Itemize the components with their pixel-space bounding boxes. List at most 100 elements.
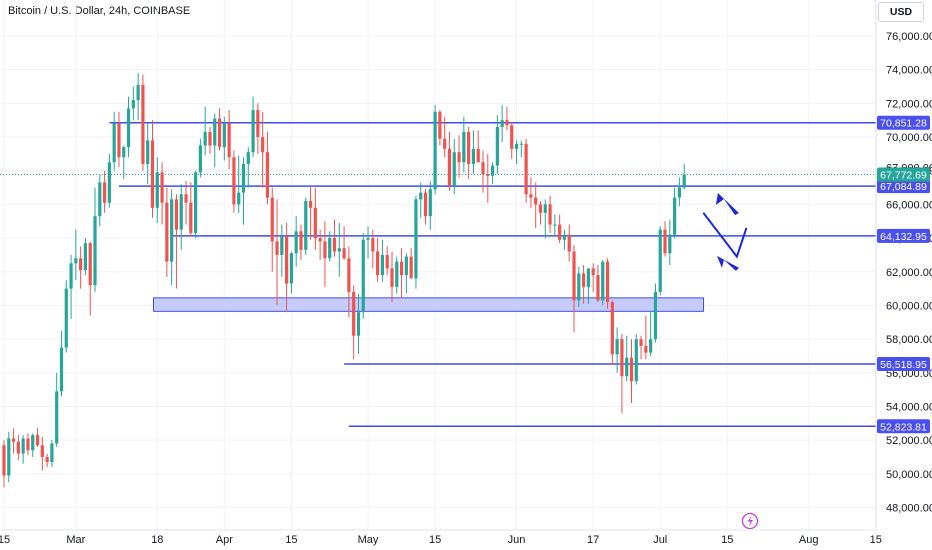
tradingview-logo-icon[interactable] <box>741 512 759 530</box>
candle-body <box>462 131 466 163</box>
candle-body <box>328 238 332 259</box>
projection-path[interactable] <box>702 212 748 259</box>
candle-body <box>395 261 399 287</box>
level-price-label: 64,132.95 <box>880 231 927 243</box>
candle-body <box>203 131 207 146</box>
candle-body <box>318 238 322 242</box>
candle-body <box>673 197 677 235</box>
candle-body <box>495 126 499 166</box>
candle-body <box>289 253 293 284</box>
candle-body <box>361 239 365 313</box>
candle-body <box>342 248 346 259</box>
price-tick-label: 60,000.00 <box>886 300 932 312</box>
candle-body <box>160 172 164 203</box>
candle-body <box>122 147 126 158</box>
price-axis-labels: 67,000.0070,851.2867,084.8964,132.9556,5… <box>877 115 932 434</box>
candle-body <box>423 192 428 217</box>
candle-body <box>136 84 140 100</box>
candle-body <box>198 145 202 173</box>
candle-body <box>682 174 686 188</box>
candle-body <box>184 194 188 203</box>
candle-body <box>380 254 385 276</box>
candle-body <box>74 258 78 264</box>
candle-body <box>170 199 174 262</box>
candle-body <box>285 236 289 284</box>
candle-body <box>376 251 380 276</box>
candle-body <box>7 438 11 476</box>
candle-body <box>275 241 279 255</box>
candle-body <box>64 288 68 348</box>
time-tick-label: 15 <box>0 534 10 546</box>
level-price-label-bg <box>877 357 930 372</box>
zone-rect[interactable] <box>152 297 705 312</box>
candle-body <box>83 243 88 271</box>
candle-body <box>117 123 121 158</box>
price-tick-label: 62,000.00 <box>886 267 932 279</box>
price-tick-label: 52,000.00 <box>886 435 932 447</box>
time-tick-label: 15 <box>721 534 733 546</box>
candle-body <box>677 187 681 198</box>
candle-body <box>294 231 298 254</box>
candle-body <box>69 263 73 289</box>
candle-body <box>347 258 351 292</box>
candle-body <box>610 302 614 355</box>
current-price-label: 67,772.69 <box>880 170 927 182</box>
candle-body <box>438 111 442 139</box>
candle-body <box>337 248 341 252</box>
candle-body <box>59 347 64 392</box>
candle-body <box>409 256 413 279</box>
time-tick-label: Mar <box>66 534 85 546</box>
candle-body <box>390 268 394 287</box>
candle-body <box>538 204 543 213</box>
time-axis: 15 Mar 18 Apr 15 May 15 Jun 17 Jul 15 Aug 15 <box>0 534 882 546</box>
candle-body <box>356 312 361 336</box>
price-axis: 48,000.0050,000.0052,000.0054,000.0056,0… <box>886 31 932 515</box>
price-tick-label: 58,000.00 <box>886 334 932 346</box>
price-tick-label: 74,000.00 <box>886 65 932 77</box>
level-price-label: 52,823.81 <box>880 421 927 433</box>
candle-body <box>270 197 274 242</box>
candle-body <box>146 140 150 164</box>
candle-body <box>385 254 389 269</box>
candle-body <box>668 234 672 254</box>
candle-body <box>366 238 370 240</box>
candle-body <box>107 162 111 203</box>
candle-body <box>102 182 107 203</box>
level-price-label-bg <box>877 115 930 130</box>
candle-body <box>399 261 404 276</box>
candle-body <box>246 152 250 164</box>
price-tick-label: 66,000.00 <box>886 199 932 211</box>
candle-body <box>141 84 145 164</box>
currency-button[interactable]: USD <box>878 2 924 22</box>
candle-body <box>414 199 418 279</box>
candle-body <box>605 261 610 303</box>
candle-body <box>658 229 662 292</box>
candle-body <box>308 201 313 208</box>
candle-body <box>596 275 600 301</box>
candle-body <box>457 152 461 163</box>
time-tick-label: 15 <box>285 534 297 546</box>
candle-body <box>2 445 6 476</box>
candle-body <box>591 268 595 276</box>
candle-body <box>251 110 255 153</box>
candle-body <box>352 291 356 336</box>
candle-body <box>194 172 198 234</box>
candle-body <box>299 231 303 250</box>
price-tick-label: 76,000.00 <box>886 31 932 43</box>
candle-body <box>26 438 30 451</box>
candle-body <box>126 108 131 148</box>
arrow-up-icon <box>715 193 739 216</box>
candle-body <box>227 123 231 158</box>
candle-body <box>371 238 375 252</box>
candle-body <box>217 118 222 148</box>
candle-body <box>98 182 102 217</box>
level-price-label: 70,851.28 <box>880 118 927 130</box>
candle-body <box>586 268 590 287</box>
candle-body <box>577 273 581 301</box>
candle-body <box>189 202 193 234</box>
candle-body <box>500 120 504 127</box>
candle-body <box>313 207 317 239</box>
candle-body <box>79 258 83 271</box>
candle-body <box>476 148 480 163</box>
